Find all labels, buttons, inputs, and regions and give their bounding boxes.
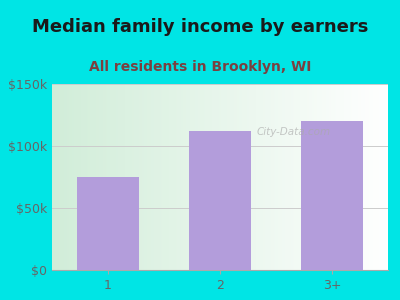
Bar	[189, 131, 251, 270]
Bar	[77, 177, 139, 270]
Text: Median family income by earners: Median family income by earners	[32, 18, 368, 36]
Bar	[301, 121, 363, 270]
Text: All residents in Brooklyn, WI: All residents in Brooklyn, WI	[89, 60, 311, 74]
Text: City-Data.com: City-Data.com	[257, 128, 331, 137]
